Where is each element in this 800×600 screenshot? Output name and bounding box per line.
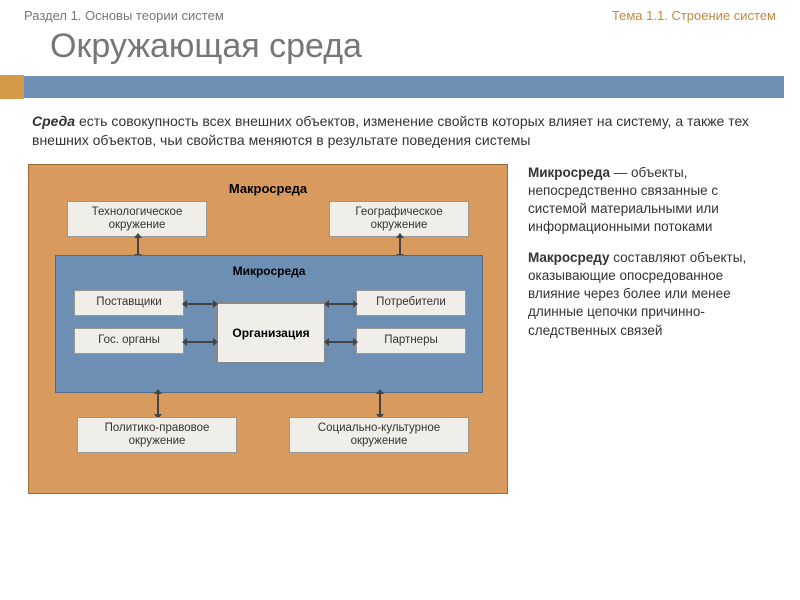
micro-region: Микросреда Поставщики Гос. органы Потреб… [55, 255, 483, 393]
definition-body: есть совокупность всех внешних объектов,… [32, 113, 749, 148]
box-gov: Гос. органы [74, 328, 184, 354]
arrow-icon [379, 393, 381, 415]
title-rule [14, 76, 784, 98]
box-consumers: Потребители [356, 290, 466, 316]
box-tech: Технологическое окружение [67, 201, 207, 237]
arrow-icon [399, 237, 401, 255]
environment-diagram: Макросреда Технологическое окружение Гео… [28, 164, 508, 494]
box-suppliers: Поставщики [74, 290, 184, 316]
macro-definition: Макросреду составляют объекты, оказывающ… [528, 249, 776, 340]
definition-term: Среда [32, 113, 75, 129]
topic-label: Тема 1.1. Строение систем [612, 8, 776, 23]
box-partners: Партнеры [356, 328, 466, 354]
micro-definition: Микросреда — объекты, непосредственно св… [528, 164, 776, 237]
box-organization: Организация [216, 302, 326, 364]
page-title: Окружающая среда [50, 27, 800, 66]
arrow-icon [186, 303, 214, 305]
arrow-icon [328, 303, 354, 305]
box-geo: Географическое окружение [329, 201, 469, 237]
arrow-icon [137, 237, 139, 255]
box-polit: Политико-правовое окружение [77, 417, 237, 453]
arrow-icon [328, 341, 354, 343]
arrow-icon [157, 393, 159, 415]
micro-term: Микросреда [528, 165, 610, 180]
arrow-icon [186, 341, 214, 343]
micro-label: Микросреда [233, 264, 306, 278]
macro-term: Макросреду [528, 250, 610, 265]
side-text: Микросреда — объекты, непосредственно св… [508, 164, 776, 494]
box-soc: Социально-культурное окружение [289, 417, 469, 453]
accent-square-icon [0, 75, 24, 99]
macro-label: Макросреда [229, 181, 307, 196]
definition-text: Среда есть совокупность всех внешних объ… [0, 98, 800, 158]
slide-header: Раздел 1. Основы теории систем Тема 1.1.… [0, 0, 800, 23]
section-label: Раздел 1. Основы теории систем [24, 8, 224, 23]
